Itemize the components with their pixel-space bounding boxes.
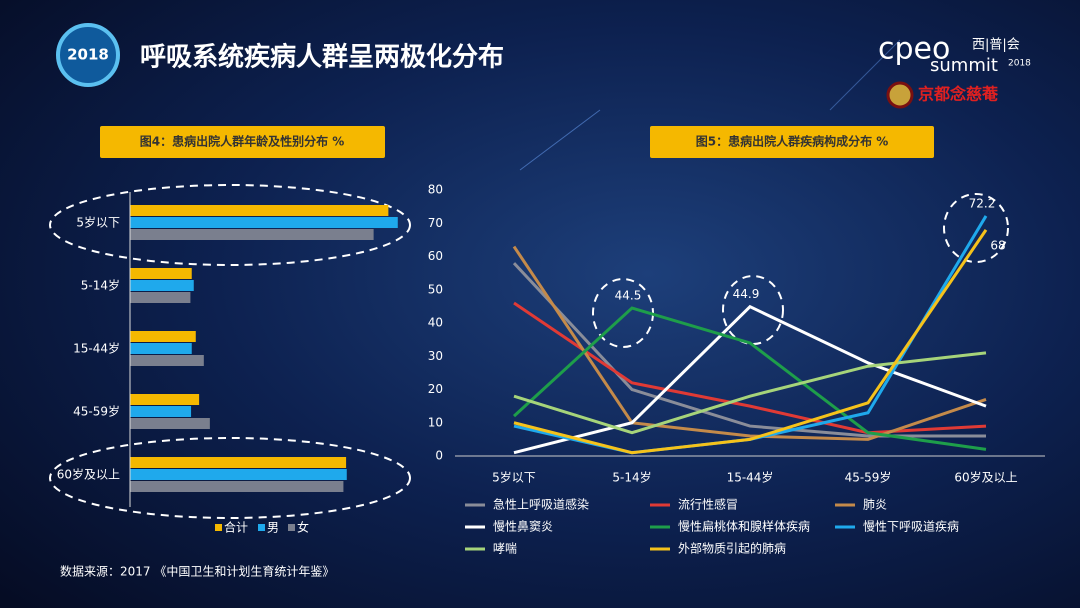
y-tick-label: 80 xyxy=(428,183,443,197)
logo-brand: cpeo xyxy=(878,32,950,67)
data-label: 44.9 xyxy=(733,287,760,301)
series-line xyxy=(512,245,987,441)
data-label: 44.5 xyxy=(615,289,642,303)
x-tick-label: 60岁及以上 xyxy=(954,470,1017,485)
logo-brand-cn: 西|普|会 xyxy=(972,38,1020,53)
series-line xyxy=(513,351,987,435)
series-line xyxy=(512,262,986,438)
streak xyxy=(519,109,601,171)
chart-title-box xyxy=(650,126,934,158)
legend-label: 慢性鼻窦炎 xyxy=(493,519,553,534)
source-note: 数据来源：2017 《中国卫生和计划生育统计年鉴》 xyxy=(60,564,334,579)
chart-title-box xyxy=(100,126,385,158)
data-label: 72.2 xyxy=(969,196,996,210)
badge xyxy=(56,23,120,87)
y-tick-label: 50 xyxy=(428,282,443,296)
legend-label: 肺炎 xyxy=(863,498,887,512)
y-tick-label: 10 xyxy=(428,415,443,429)
legend-label: 慢性下呼吸道疾病 xyxy=(863,519,959,534)
series-line xyxy=(512,306,987,451)
legend-label: 外部物质引起的肺病 xyxy=(678,541,786,556)
slide-title: 呼吸系统疾病人群呈两极化分布 xyxy=(140,42,504,73)
data-label: 68 xyxy=(990,238,1005,252)
bar xyxy=(130,229,374,240)
bar xyxy=(130,280,194,291)
y-tick-label: 5-14岁 xyxy=(81,278,120,293)
series-line xyxy=(513,229,988,455)
bar xyxy=(130,406,192,417)
chart-title: 图4：患病出院人群年龄及性别分布 % xyxy=(140,134,345,149)
legend-swatch xyxy=(288,524,295,531)
bar xyxy=(130,394,200,405)
y-tick-label: 20 xyxy=(428,382,443,396)
logo-summit: summit xyxy=(930,55,998,76)
legend-label: 流行性感冒 xyxy=(678,497,738,512)
y-tick-label: 5岁以下 xyxy=(76,215,120,230)
badge-text: 2018 xyxy=(67,46,109,64)
bar xyxy=(130,205,389,216)
y-tick-label: 60 xyxy=(428,249,443,263)
legend-label: 慢性扁桃体和腺样体疾病 xyxy=(678,519,810,534)
x-tick-label: 5岁以下 xyxy=(492,470,536,485)
legend-label: 女 xyxy=(297,520,309,535)
y-tick-label: 30 xyxy=(428,349,443,363)
series-line xyxy=(513,301,987,435)
legend-swatch xyxy=(258,524,265,531)
bar xyxy=(130,457,347,468)
highlight-ellipse xyxy=(49,437,411,519)
y-tick-label: 40 xyxy=(428,316,443,330)
x-tick-label: 5-14岁 xyxy=(612,470,651,485)
bar xyxy=(130,418,210,429)
y-tick-label: 45-59岁 xyxy=(73,404,120,419)
bar xyxy=(130,292,191,303)
y-tick-label: 70 xyxy=(428,216,443,230)
highlight-ellipse xyxy=(943,193,1009,263)
legend-label: 哮喘 xyxy=(493,542,517,556)
bar xyxy=(130,343,192,354)
streak xyxy=(829,39,901,111)
logo-year: 2018 xyxy=(1008,59,1031,69)
chart-title: 图5：患病出院人群疾病构成分布 % xyxy=(696,134,889,149)
y-tick-label: 0 xyxy=(435,449,443,463)
series-line xyxy=(513,304,987,455)
y-tick-label: 15-44岁 xyxy=(73,341,120,356)
x-tick-label: 15-44岁 xyxy=(727,470,774,485)
bar xyxy=(130,355,204,366)
bar xyxy=(130,481,344,492)
bar xyxy=(130,217,398,228)
legend-label: 急性上呼吸道感染 xyxy=(493,497,589,512)
sponsor-icon xyxy=(886,81,914,109)
bar xyxy=(130,469,347,480)
highlight-ellipse xyxy=(49,184,411,266)
y-tick-label: 60岁及以上 xyxy=(57,467,120,482)
highlight-ellipse xyxy=(722,275,784,345)
bar xyxy=(130,331,196,342)
bar xyxy=(130,268,192,279)
legend-label: 男 xyxy=(267,521,279,535)
legend-swatch xyxy=(215,524,222,531)
sponsor: 京都念慈菴 xyxy=(918,85,999,104)
x-tick-label: 45-59岁 xyxy=(845,470,892,485)
legend-label: 合计 xyxy=(224,520,248,535)
